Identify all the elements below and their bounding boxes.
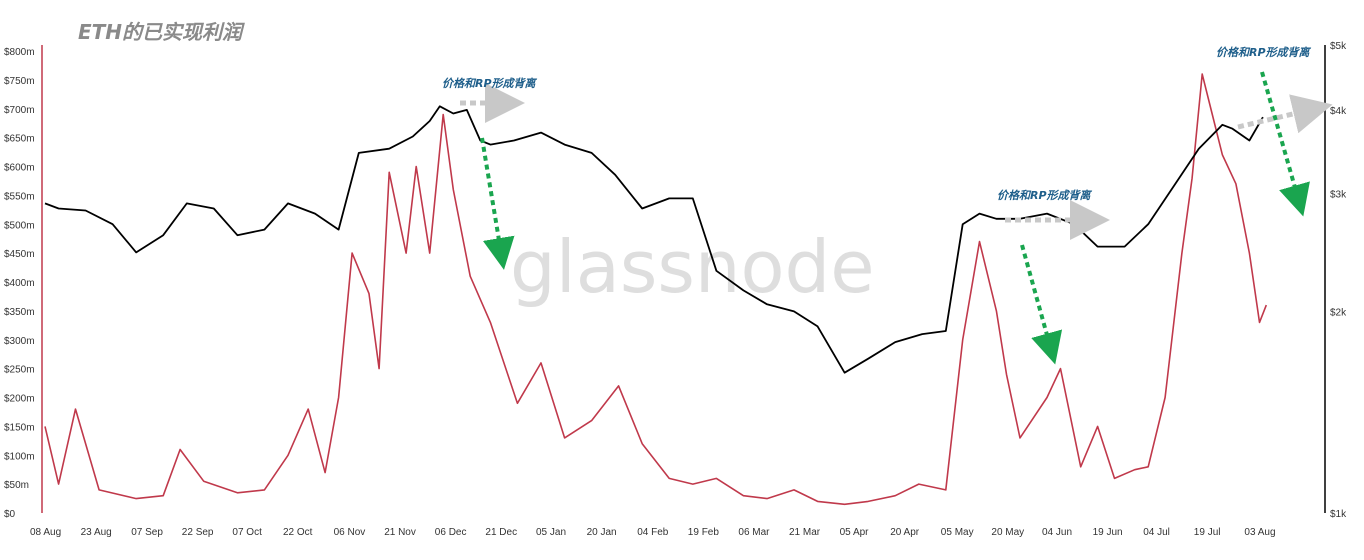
left-axis-tick-label: $350m bbox=[4, 307, 35, 318]
x-axis-tick-label: 04 Feb bbox=[637, 527, 669, 538]
left-axis-tick-label: $100m bbox=[4, 451, 35, 462]
left-axis-tick-label: $150m bbox=[4, 422, 35, 433]
divergence-arrow-rp-dec bbox=[480, 137, 515, 270]
x-axis-tick-label: 05 May bbox=[941, 527, 974, 538]
x-axis-tick-label: 23 Aug bbox=[81, 527, 112, 538]
left-axis-tick-label: $750m bbox=[4, 76, 35, 87]
x-axis-tick-label: 06 Nov bbox=[334, 527, 366, 538]
left-axis-tick-label: $700m bbox=[4, 105, 35, 116]
x-axis-tick-label: 22 Sep bbox=[182, 527, 214, 538]
left-axis-tick-label: $50m bbox=[4, 480, 29, 491]
right-axis-ticks: $1k $2k $3k $4k $5k bbox=[1330, 41, 1347, 520]
left-axis-tick-label: $0 bbox=[4, 509, 16, 520]
left-axis-tick-label: $550m bbox=[4, 191, 35, 202]
divergence-arrow-rp-may bbox=[1020, 244, 1063, 365]
realized-profit-line bbox=[44, 73, 1268, 506]
annotation-divergence-jul: 价格和RP形成背离 bbox=[1216, 46, 1312, 59]
right-axis-tick-label: $2k bbox=[1330, 307, 1347, 318]
x-axis-tick-label: 04 Jul bbox=[1143, 527, 1170, 538]
left-axis-tick-label: $800m bbox=[4, 47, 35, 58]
divergence-arrow-price-jul bbox=[1237, 94, 1333, 134]
left-axis-tick-label: $450m bbox=[4, 249, 35, 260]
left-axis-tick-label: $500m bbox=[4, 220, 35, 231]
x-axis-tick-label: 08 Aug bbox=[30, 527, 61, 538]
x-axis-tick-label: 21 Dec bbox=[485, 527, 517, 538]
left-axis-tick-label: $650m bbox=[4, 134, 35, 145]
x-axis-tick-label: 19 Jun bbox=[1093, 527, 1123, 538]
annotation-divergence-dec: 价格和RP形成背离 bbox=[442, 77, 538, 90]
left-axis-tick-label: $600m bbox=[4, 163, 35, 174]
x-axis-tick-label: 21 Nov bbox=[384, 527, 416, 538]
left-axis-tick-label: $200m bbox=[4, 394, 35, 405]
left-axis-tick-label: $300m bbox=[4, 336, 35, 347]
x-axis-tick-label: 22 Oct bbox=[283, 527, 313, 538]
annotation-divergence-may: 价格和RP形成背离 bbox=[997, 189, 1093, 202]
x-axis-tick-label: 20 Jan bbox=[587, 527, 617, 538]
right-axis-tick-label: $5k bbox=[1330, 41, 1347, 52]
x-axis-tick-label: 20 May bbox=[991, 527, 1024, 538]
x-axis-tick-label: 21 Mar bbox=[789, 527, 821, 538]
x-axis-tick-label: 04 Jun bbox=[1042, 527, 1072, 538]
x-axis-tick-label: 07 Oct bbox=[232, 527, 262, 538]
watermark: glassnode bbox=[510, 225, 875, 309]
right-axis-tick-label: $3k bbox=[1330, 190, 1347, 201]
x-axis-tick-label: 07 Sep bbox=[131, 527, 163, 538]
chart-title: ETH的已实现利润 bbox=[78, 20, 243, 44]
x-axis-tick-label: 06 Mar bbox=[738, 527, 770, 538]
x-axis-tick-label: 20 Apr bbox=[890, 527, 920, 538]
left-axis-tick-label: $250m bbox=[4, 365, 35, 376]
x-axis-tick-label: 05 Apr bbox=[840, 527, 870, 538]
left-axis-ticks: $0 $50m $100m $150m $200m $250m $300m $350m $400… bbox=[4, 47, 35, 520]
x-axis-ticks: 08 Aug 23 Aug 07 Sep 22 Sep 07 Oct 22 Oct 06 N… bbox=[30, 527, 1276, 538]
x-axis-tick-label: 03 Aug bbox=[1244, 527, 1275, 538]
x-axis-tick-label: 06 Dec bbox=[435, 527, 467, 538]
x-axis-tick-label: 19 Jul bbox=[1194, 527, 1221, 538]
right-axis-tick-label: $4k bbox=[1330, 106, 1347, 117]
x-axis-tick-label: 19 Feb bbox=[688, 527, 720, 538]
right-axis-tick-label: $1k bbox=[1330, 509, 1347, 520]
left-axis-tick-label: $400m bbox=[4, 278, 35, 289]
divergence-arrow-rp-jul bbox=[1260, 71, 1310, 217]
x-axis-tick-label: 05 Jan bbox=[536, 527, 566, 538]
